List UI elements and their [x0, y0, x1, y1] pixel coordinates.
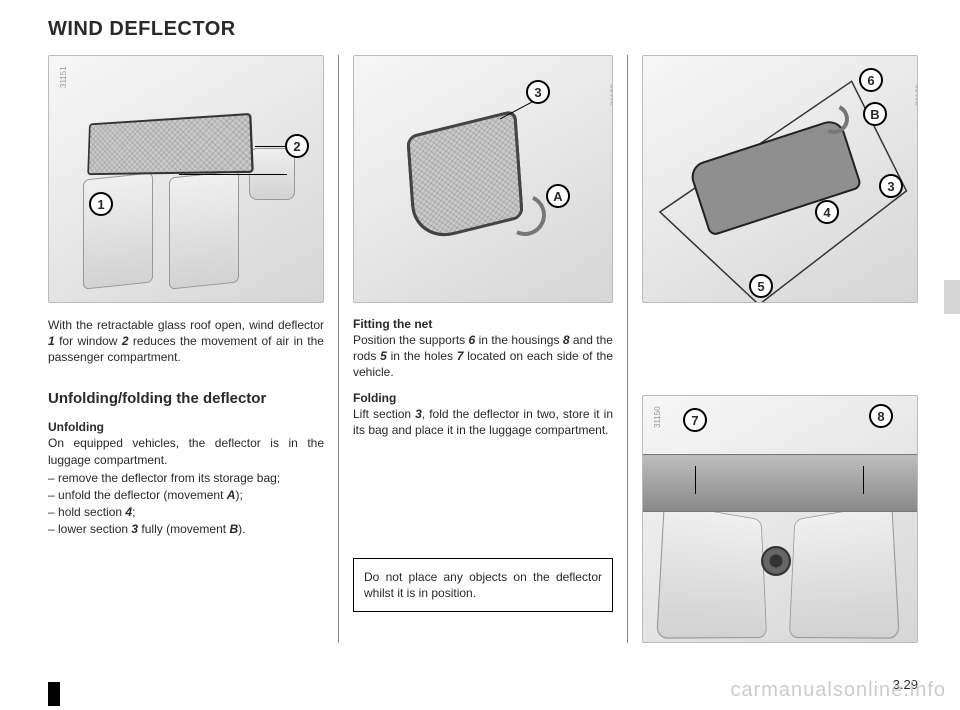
figure-2: 31190 3 A [353, 55, 613, 303]
deflector-mesh [87, 113, 254, 175]
callout-3: 3 [526, 80, 550, 104]
speaker-icon [761, 546, 791, 576]
callout-1: 1 [89, 192, 113, 216]
seat-shape [169, 170, 239, 289]
seat-shape [656, 503, 767, 639]
figure-3: 31191 6 B 3 4 5 [642, 55, 918, 303]
unfolding-text: On equipped vehicles, the deflector is i… [48, 435, 324, 467]
callout-3: 3 [879, 174, 903, 198]
leader-line [863, 466, 864, 494]
list-item: hold section 4; [48, 504, 324, 520]
rear-deck [643, 454, 917, 512]
column-3: 31191 6 B 3 4 5 31150 [628, 55, 918, 643]
footer-mark [48, 682, 60, 706]
callout-7: 7 [683, 408, 707, 432]
section-heading: Unfolding/folding the deflector [48, 390, 324, 409]
intro-text: With the retractable glass roof open, wi… [48, 317, 324, 366]
figure-1: 31151 1 2 [48, 55, 324, 303]
callout-6: 6 [859, 68, 883, 92]
callout-4: 4 [815, 200, 839, 224]
callout-B: B [863, 102, 887, 126]
manual-page: WIND DEFLECTOR 31151 1 2 With the retrac… [0, 0, 960, 710]
callout-A: A [546, 184, 570, 208]
leader-line [695, 466, 696, 494]
unfolding-head: Unfolding [48, 420, 324, 434]
columns: 31151 1 2 With the retractable glass roo… [48, 55, 920, 643]
figure-code: 31150 [653, 406, 662, 428]
notice-box: Do not place any objects on the deflecto… [353, 558, 613, 612]
fitting-head: Fitting the net [353, 317, 613, 331]
figure-code: 31151 [59, 66, 68, 88]
callout-2: 2 [285, 134, 309, 158]
figure-code: 31190 [610, 84, 613, 106]
figure-4: 31150 7 8 [642, 395, 918, 643]
fitting-text: Position the supports 6 in the housings … [353, 332, 613, 381]
callout-8: 8 [869, 404, 893, 428]
page-title: WIND DEFLECTOR [48, 18, 920, 41]
folding-text: Lift section 3, fold the deflector in tw… [353, 406, 613, 438]
callout-5: 5 [749, 274, 773, 298]
seat-shape [83, 172, 153, 289]
list-item: remove the deflector from its storage ba… [48, 470, 324, 486]
folding-head: Folding [353, 391, 613, 405]
column-2: 31190 3 A Fitting the net Position the s… [338, 55, 628, 643]
unfolding-list: remove the deflector from its storage ba… [48, 470, 324, 539]
list-item: lower section 3 fully (movement B). [48, 521, 324, 537]
section-tab [944, 280, 960, 314]
leader-line [179, 174, 287, 175]
seat-shape [789, 503, 900, 639]
column-1: 31151 1 2 With the retractable glass roo… [48, 55, 338, 643]
list-item: unfold the deflector (movement A); [48, 487, 324, 503]
watermark: carmanualsonline.info [730, 679, 946, 702]
